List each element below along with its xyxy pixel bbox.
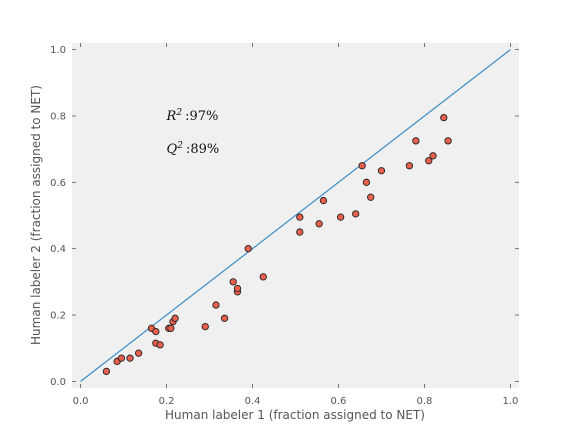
data-points: [102, 113, 452, 376]
data-point: [229, 278, 237, 286]
x-tick-label: 1.0: [502, 396, 518, 407]
q-squared-annotation: Q2:89%: [167, 141, 220, 157]
data-point: [259, 273, 267, 281]
data-point: [117, 354, 126, 362]
y-axis-label: Human labeler 2 (fraction assigned to NE…: [29, 85, 43, 345]
axis-ticks: [72, 43, 519, 388]
r-squared-value: :97%: [185, 109, 218, 124]
data-point: [201, 322, 209, 331]
q-squared-superscript: 2: [176, 141, 183, 151]
data-point: [412, 137, 420, 145]
data-point: [440, 113, 448, 122]
data-point: [244, 245, 252, 253]
data-point: [220, 314, 229, 322]
data-point: [212, 301, 220, 309]
data-point: [352, 210, 360, 218]
data-point: [134, 349, 143, 357]
data-point: [336, 213, 345, 221]
data-point: [167, 324, 175, 332]
x-tick-label: 0.6: [331, 396, 347, 407]
data-point: [171, 314, 179, 322]
data-point: [444, 137, 452, 145]
data-point: [102, 367, 111, 376]
y-tick-label: 0.2: [50, 311, 66, 322]
r-squared-symbol: R: [166, 109, 177, 124]
data-point: [296, 213, 304, 221]
y-tick-label: 0.8: [50, 111, 66, 122]
x-tick-label: 0.0: [73, 396, 89, 407]
x-tick-label: 0.8: [416, 396, 432, 407]
data-point: [362, 178, 371, 186]
data-point: [233, 284, 242, 293]
data-point: [296, 228, 304, 236]
x-tick-label: 0.2: [159, 396, 175, 407]
data-point: [152, 327, 160, 336]
data-point: [425, 157, 433, 165]
q-squared-value: :89%: [186, 142, 219, 157]
y-tick-label: 1.0: [50, 45, 66, 56]
tick-labels: 0.0 0.2 0.4 0.6 0.8 1.0 0.0 0.2 0.4 0.6 0.8 1.0: [50, 45, 518, 407]
data-point: [405, 162, 414, 170]
data-point: [126, 354, 134, 362]
data-point: [358, 162, 366, 170]
y-tick-label: 0.0: [50, 377, 66, 388]
q-squared-symbol: Q: [167, 142, 178, 157]
r-squared-annotation: R2:97%: [166, 108, 219, 124]
y-tick-label: 0.4: [50, 244, 66, 255]
x-tick-label: 0.4: [245, 396, 261, 407]
data-point: [319, 196, 328, 205]
r-squared-superscript: 2: [175, 108, 182, 118]
data-point: [156, 341, 164, 349]
x-axis-label: Human labeler 1 (fraction assigned to NE…: [165, 408, 425, 422]
data-point: [367, 193, 375, 201]
data-point: [429, 152, 437, 160]
data-point: [315, 220, 323, 228]
data-point: [377, 167, 386, 175]
y-tick-label: 0.6: [50, 178, 66, 189]
